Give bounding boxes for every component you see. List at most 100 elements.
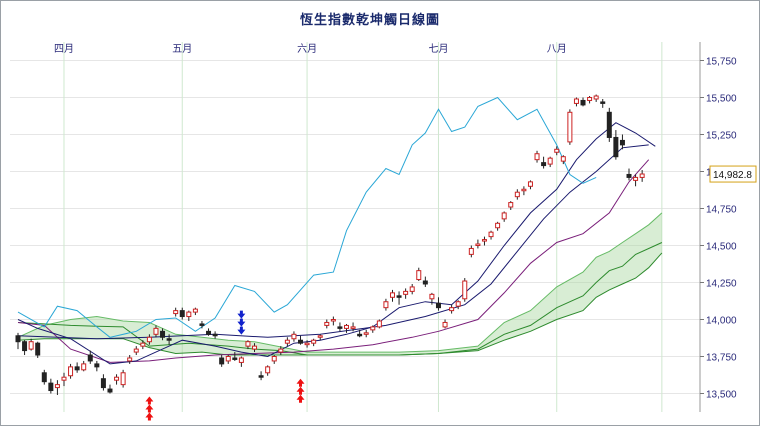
y-tick-label: 13,500	[706, 390, 737, 401]
candle-body	[28, 341, 34, 350]
candle-body	[298, 339, 304, 344]
candle-body	[416, 270, 422, 281]
candle-body	[114, 376, 120, 381]
candle-body	[350, 326, 356, 329]
candle-body	[173, 310, 179, 315]
candle-body	[508, 202, 514, 208]
candle-body	[619, 139, 625, 146]
candle-body	[324, 321, 330, 326]
candles	[15, 94, 645, 395]
candle-body	[265, 366, 271, 374]
candle-body	[514, 191, 520, 198]
buy-arrow	[296, 394, 305, 403]
candle-body	[232, 357, 238, 360]
candle-body	[252, 345, 258, 350]
candle-body	[81, 363, 87, 371]
candle-body	[245, 341, 251, 347]
candle-body	[468, 247, 474, 255]
candle-body	[74, 366, 80, 371]
candle-body	[534, 153, 540, 161]
y-tick-label: 15,500	[706, 94, 737, 105]
candle-body	[22, 341, 28, 352]
candle-body	[311, 339, 317, 344]
candle-body	[192, 308, 198, 313]
candle-body	[495, 222, 501, 229]
candle-body	[567, 111, 573, 143]
candle-body	[593, 95, 599, 100]
last-price-box	[709, 165, 757, 183]
candle-body	[462, 280, 468, 300]
sell-arrow	[237, 318, 246, 327]
buy-arrow	[296, 378, 305, 387]
candle-body	[547, 157, 553, 165]
candle-body	[238, 357, 244, 363]
x-tick-label: 七月	[428, 43, 448, 55]
candle-body	[61, 376, 67, 381]
candle-body	[383, 301, 389, 309]
candle-body	[422, 280, 428, 285]
candle-body	[107, 388, 113, 393]
candle-body	[330, 319, 336, 322]
candle-body	[140, 342, 146, 347]
grid	[10, 42, 700, 412]
candle-body	[206, 330, 212, 335]
candle-body	[160, 330, 166, 338]
candle-body	[409, 286, 415, 292]
candle-body	[633, 176, 639, 181]
candle-body	[573, 98, 579, 104]
x-tick-label: 六月	[297, 43, 317, 55]
candle-body	[48, 382, 54, 392]
last-price-label: 14,982.8	[713, 170, 752, 181]
candle-body	[376, 320, 382, 328]
buy-arrow	[145, 396, 154, 405]
candle-body	[475, 243, 481, 247]
y-tick-label: 14,750	[706, 205, 737, 216]
sell-arrow	[237, 326, 246, 335]
candle-body	[15, 335, 21, 343]
chikou-line	[17, 96, 597, 338]
cloud-span-b-line	[17, 252, 663, 356]
candle-body	[606, 111, 612, 138]
candle-body	[186, 311, 192, 318]
candle-body	[317, 335, 323, 338]
candle-body	[396, 295, 402, 298]
candle-body	[278, 348, 284, 353]
candle-body	[554, 148, 560, 153]
chart-title: 恆生指數乾坤觸日線圖	[299, 13, 440, 28]
candle-body	[626, 173, 632, 178]
candle-body	[357, 333, 363, 337]
candle-body	[146, 336, 152, 343]
candle-body	[521, 188, 527, 192]
y-tick-label: 14,000	[706, 316, 737, 327]
y-tick-label: 13,750	[706, 353, 737, 364]
kijun-line	[17, 144, 649, 340]
buy-arrow	[145, 412, 154, 421]
candle-body	[87, 354, 93, 362]
candle-body	[613, 136, 619, 158]
candle-body	[100, 378, 106, 389]
cloud-fill	[18, 212, 662, 356]
candle-body	[403, 290, 409, 295]
candle-body	[337, 326, 343, 329]
candle-body	[153, 327, 159, 335]
candle-body	[304, 342, 310, 346]
x-tick-label: 四月	[54, 43, 74, 55]
candle-body	[94, 363, 100, 368]
candle-body	[284, 339, 290, 344]
sell-arrow	[237, 310, 246, 319]
candle-body	[133, 348, 139, 353]
axes: 15,75015,50015,25015,00014,75014,50014,2…	[54, 42, 757, 412]
candle-body	[481, 239, 487, 242]
candle-body	[639, 173, 645, 178]
candle-body	[127, 357, 133, 362]
candle-body	[455, 301, 461, 307]
y-tick-label: 14,500	[706, 242, 737, 253]
candle-body	[41, 372, 47, 383]
candle-body	[587, 97, 593, 101]
ichimoku-cloud	[18, 212, 662, 356]
candle-body	[35, 342, 41, 356]
candle-body	[219, 357, 225, 365]
candle-body	[488, 231, 494, 238]
signal-arrows	[145, 310, 305, 421]
